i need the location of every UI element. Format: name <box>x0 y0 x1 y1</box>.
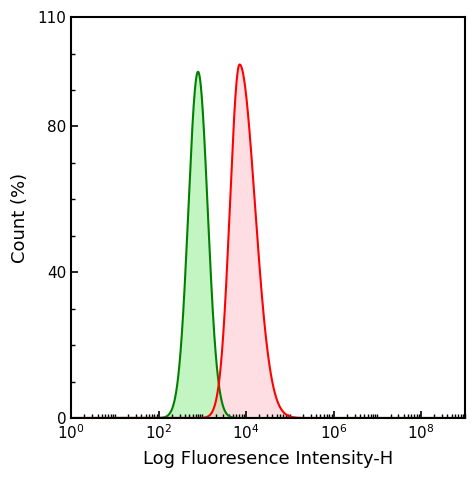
Y-axis label: Count (%): Count (%) <box>11 172 29 262</box>
X-axis label: Log Fluoresence Intensity-H: Log Fluoresence Intensity-H <box>143 450 393 468</box>
